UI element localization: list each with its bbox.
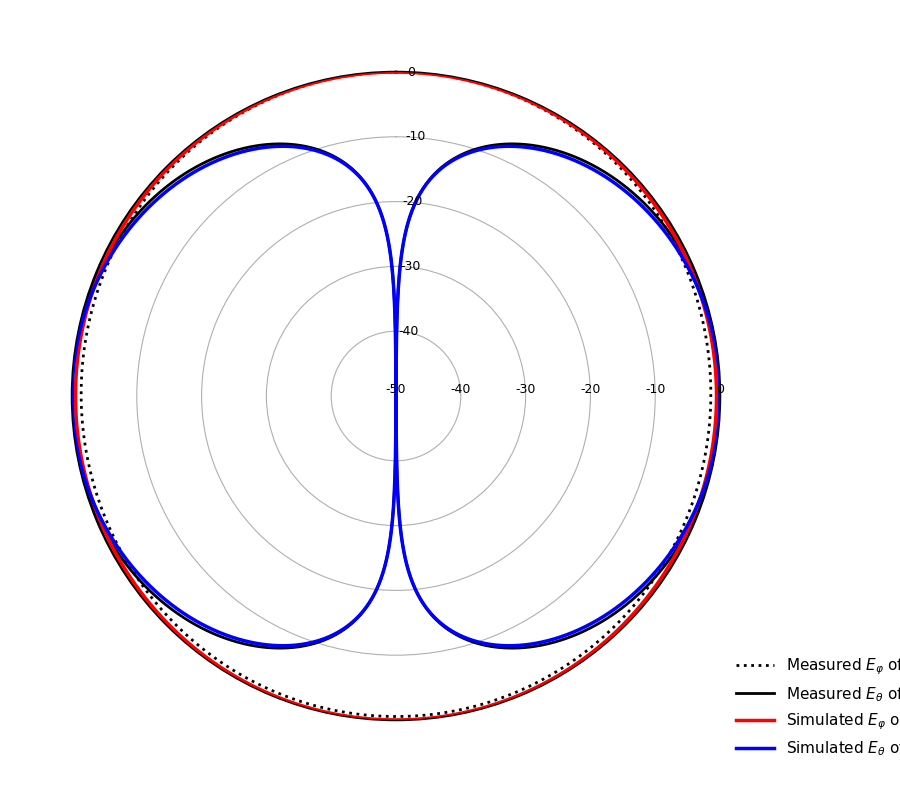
Text: -20: -20 [580,383,600,396]
Text: -30: -30 [516,383,536,396]
Text: y: y [0,799,1,800]
Text: 0: 0 [0,799,1,800]
Text: -40: -40 [451,383,471,396]
Text: 0: 0 [716,383,724,396]
Text: 0: 0 [408,66,415,78]
Text: 180: 180 [0,799,1,800]
Text: -10: -10 [405,130,426,143]
Text: 90: 90 [0,799,1,800]
Text: -30: -30 [400,260,421,273]
Legend: Measured $E_{\varphi}$ of [4], Measured $E_{\theta}$ of [4], Simulated $E_{\varp: Measured $E_{\varphi}$ of [4], Measured … [730,650,900,764]
Text: -10: -10 [645,383,665,396]
Text: -90: -90 [0,799,1,800]
Text: Z: Z [0,799,1,800]
Text: -20: -20 [403,195,423,208]
Text: -50: -50 [386,383,406,396]
Text: -40: -40 [399,325,418,338]
